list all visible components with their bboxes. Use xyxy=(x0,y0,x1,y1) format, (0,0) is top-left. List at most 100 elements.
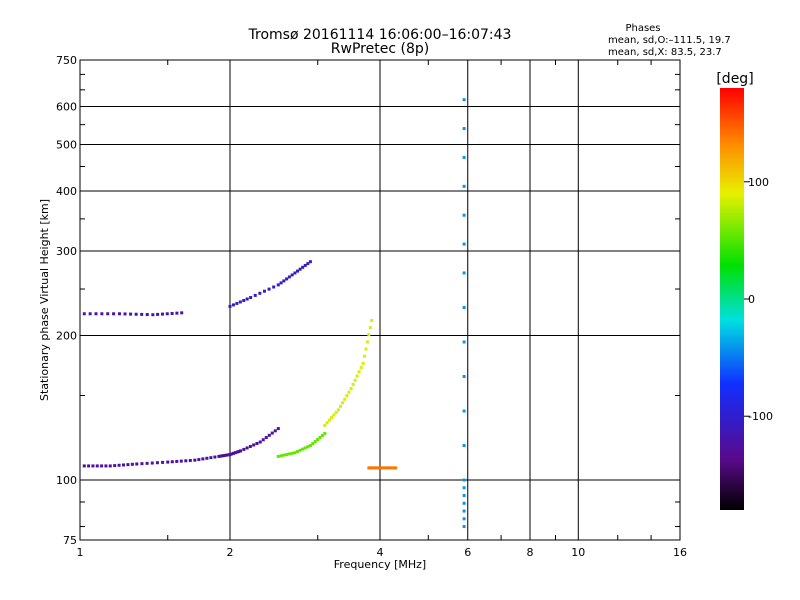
echo-point xyxy=(104,464,108,468)
echo-point xyxy=(290,451,294,455)
echo-point xyxy=(237,450,241,454)
echo-point xyxy=(245,446,249,450)
echo-point xyxy=(155,461,159,465)
echo-point xyxy=(334,410,338,414)
echo-point xyxy=(267,433,271,437)
echo-point xyxy=(252,443,256,447)
echo-point xyxy=(325,421,329,425)
echo-point xyxy=(308,444,312,448)
echo-point xyxy=(156,312,160,316)
echo-point xyxy=(330,416,334,420)
echo-point xyxy=(285,453,289,457)
echo-point xyxy=(462,444,466,448)
echo-point xyxy=(242,298,246,302)
axis-ticks: 1 2 4 6 8 10 16 75 100 200 300 400 500 600 750 xyxy=(56,54,687,559)
echo-point xyxy=(376,466,380,470)
echo-point xyxy=(242,447,246,451)
echo-point xyxy=(188,458,192,462)
echo-point xyxy=(462,486,466,490)
echo-point xyxy=(341,401,345,405)
phases-legend-header: Phases xyxy=(625,23,660,34)
data-points xyxy=(82,98,466,529)
echo-point xyxy=(381,466,385,470)
echo-point xyxy=(462,509,466,513)
echo-point xyxy=(245,297,249,301)
echo-point xyxy=(219,454,223,458)
echo-point xyxy=(226,453,230,457)
y-tick-label: 100 xyxy=(56,474,77,487)
echo-point xyxy=(205,456,209,460)
x-tick-label: 1 xyxy=(77,546,84,559)
x-tick-label: 2 xyxy=(227,546,234,559)
echo-point xyxy=(193,458,197,462)
echo-point xyxy=(231,303,235,307)
echo-point xyxy=(301,447,305,451)
phases-legend-o: mean, sd,O:–111.5, 19.7 xyxy=(608,35,731,46)
echo-point xyxy=(462,501,466,505)
echo-point xyxy=(180,311,184,315)
echo-point xyxy=(112,312,116,316)
echo-point xyxy=(367,466,371,470)
echo-point xyxy=(197,458,201,462)
y-tick-label: 300 xyxy=(56,245,77,258)
echo-point xyxy=(248,444,252,448)
echo-point xyxy=(228,453,232,457)
colorbar-label: [deg] xyxy=(716,71,753,87)
echo-point xyxy=(100,312,104,316)
echo-point xyxy=(318,436,322,440)
colorbar-tick-label: 100 xyxy=(748,176,769,189)
echo-point xyxy=(462,242,466,246)
echo-point xyxy=(462,127,466,131)
echo-point xyxy=(374,466,378,470)
echo-point xyxy=(287,275,291,279)
echo-point xyxy=(222,453,226,457)
echo-point xyxy=(230,452,234,456)
echo-point xyxy=(394,466,398,470)
echo-point xyxy=(285,277,289,281)
echo-point xyxy=(462,305,466,309)
echo-point xyxy=(255,442,259,446)
echo-point xyxy=(372,466,376,470)
echo-point xyxy=(332,413,336,417)
echo-point xyxy=(201,457,205,461)
x-tick-label: 4 xyxy=(377,546,384,559)
echo-point xyxy=(367,333,371,337)
echo-point xyxy=(290,273,294,277)
echo-point xyxy=(364,347,368,351)
echo-point xyxy=(249,296,253,300)
echo-point xyxy=(258,440,262,444)
echo-point xyxy=(253,293,257,297)
echo-point xyxy=(82,312,86,316)
echo-point xyxy=(122,463,126,467)
echo-point xyxy=(391,466,395,470)
echo-point xyxy=(100,464,104,468)
echo-point xyxy=(462,184,466,188)
echo-point xyxy=(170,460,174,464)
echo-point xyxy=(279,454,283,458)
echo-point xyxy=(343,397,347,401)
echo-point xyxy=(276,283,280,287)
echo-point xyxy=(91,464,95,468)
echo-point xyxy=(287,452,291,456)
echo-point xyxy=(279,281,283,285)
echo-point xyxy=(323,432,327,436)
x-tick-label: 6 xyxy=(464,546,471,559)
echo-point xyxy=(351,382,355,386)
echo-point xyxy=(386,466,390,470)
echo-point xyxy=(308,260,312,264)
echo-point xyxy=(95,464,99,468)
y-tick-label: 500 xyxy=(56,139,77,152)
echo-point xyxy=(296,450,300,454)
echo-point xyxy=(161,460,165,464)
echo-point xyxy=(462,517,466,521)
echo-point xyxy=(160,312,164,316)
echo-point xyxy=(267,287,271,291)
echo-point xyxy=(224,453,228,457)
echo-point xyxy=(272,285,276,289)
echo-point xyxy=(108,464,112,468)
y-tick-label: 75 xyxy=(63,534,77,547)
echo-point xyxy=(117,312,121,316)
chart-subtitle: RwPretec (8p) xyxy=(331,41,429,57)
echo-point xyxy=(123,312,127,316)
echo-point xyxy=(233,451,237,455)
